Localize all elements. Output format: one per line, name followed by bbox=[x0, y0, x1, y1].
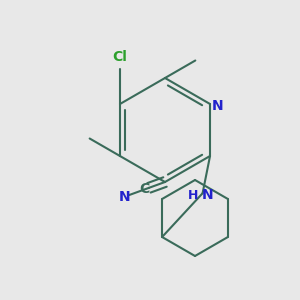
Text: N: N bbox=[212, 99, 224, 113]
Text: N: N bbox=[118, 190, 130, 204]
Text: Cl: Cl bbox=[112, 50, 128, 64]
Text: N: N bbox=[202, 188, 213, 202]
Text: H: H bbox=[188, 189, 198, 202]
Text: C: C bbox=[139, 182, 149, 196]
